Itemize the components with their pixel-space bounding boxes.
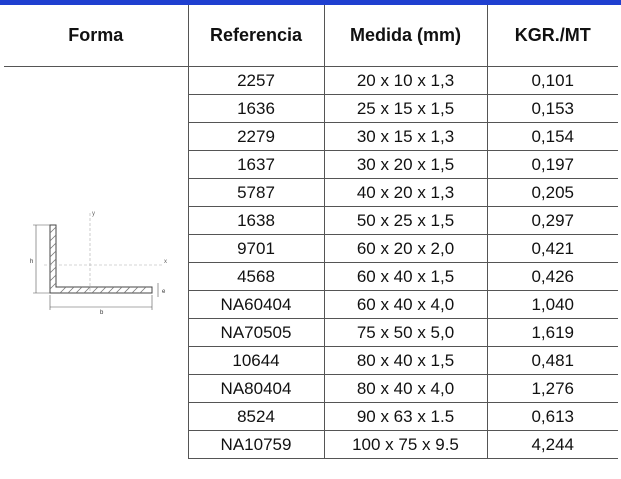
table-row: h b e x y 2257 20 x 10 x 1,3 0,101 [4,66,618,316]
header-forma: Forma [4,5,188,67]
cell-referencia: NA60404 [187,290,324,319]
header-referencia: Referencia [187,5,324,67]
table-row: 2279 30 x 15 x 1,3 0,154 [4,122,618,151]
header-kgr: KGR./MT [486,5,618,67]
cell-kgr: 0,101 [486,66,618,95]
table-row: 1638 50 x 25 x 1,5 0,297 [4,206,618,235]
cell-medida: 30 x 15 x 1,3 [323,122,487,151]
cell-medida: 75 x 50 x 5,0 [323,318,487,347]
cell-kgr: 4,244 [486,430,618,459]
cell-kgr: 0,426 [486,262,618,291]
cell-referencia: 1636 [187,94,324,123]
cell-medida: 60 x 20 x 2,0 [323,234,487,263]
cell-referencia: 1637 [187,150,324,179]
cell-referencia: 10644 [187,346,324,375]
cell-kgr: 0,297 [486,206,618,235]
table-row: 4568 60 x 40 x 1,5 0,426 [4,262,618,291]
table-row: 10644 80 x 40 x 1,5 0,481 [4,346,618,375]
cell-medida: 25 x 15 x 1,5 [323,94,487,123]
cell-kgr: 0,154 [486,122,618,151]
header-row: Forma Referencia Medida (mm) KGR./MT [4,5,618,67]
table-row: 8524 90 x 63 x 1.5 0,613 [4,402,618,431]
header-medida: Medida (mm) [323,5,487,67]
cell-referencia: NA10759 [187,430,324,459]
cell-kgr: 0,481 [486,346,618,375]
table-row: 1637 30 x 20 x 1,5 0,197 [4,150,618,179]
shape-cell: h b e x y [4,67,188,459]
table-row: NA10759 100 x 75 x 9.5 4,244 [4,430,618,459]
cell-referencia: 5787 [187,178,324,207]
cell-referencia: 1638 [187,206,324,235]
cell-referencia: 8524 [187,402,324,431]
table-row: 1636 25 x 15 x 1,5 0,153 [4,94,618,123]
label-x: x [164,259,167,265]
cell-referencia: 4568 [187,262,324,291]
cell-medida: 80 x 40 x 4,0 [323,374,487,403]
cell-kgr: 1,276 [486,374,618,403]
cell-kgr: 0,421 [486,234,618,263]
label-e: e [162,289,166,295]
table-row: NA80404 80 x 40 x 4,0 1,276 [4,374,618,403]
cell-medida: 40 x 20 x 1,3 [323,178,487,207]
cell-medida: 30 x 20 x 1,5 [323,150,487,179]
cell-medida: 60 x 40 x 4,0 [323,290,487,319]
cell-medida: 60 x 40 x 1,5 [323,262,487,291]
cell-medida: 80 x 40 x 1,5 [323,346,487,375]
cell-referencia: 2279 [187,122,324,151]
cell-medida: 50 x 25 x 1,5 [323,206,487,235]
angle-profile-drawing: h b e x y [30,211,167,316]
cell-kgr: 1,040 [486,290,618,319]
cell-kgr: 0,153 [486,94,618,123]
cell-referencia: NA70505 [187,318,324,347]
profiles-table: Forma Referencia Medida (mm) KGR./MT [4,5,618,459]
cell-referencia: NA80404 [187,374,324,403]
cell-referencia: 2257 [187,66,324,95]
table-row: 5787 40 x 20 x 1,3 0,205 [4,178,618,207]
cell-kgr: 0,613 [486,402,618,431]
cell-medida: 100 x 75 x 9.5 [323,430,487,459]
cell-medida: 90 x 63 x 1.5 [323,402,487,431]
table-row: NA60404 60 x 40 x 4,0 1,040 [4,290,618,319]
cell-kgr: 0,197 [486,150,618,179]
label-b: b [100,310,104,316]
table-body: h b e x y 2257 20 x 10 x 1,3 0,101 1636 … [4,66,618,459]
label-y: y [92,211,95,217]
cell-kgr: 0,205 [486,178,618,207]
top-accent-bar [0,0,621,5]
cell-kgr: 1,619 [486,318,618,347]
cell-referencia: 9701 [187,234,324,263]
label-h: h [30,259,33,265]
table-row: NA70505 75 x 50 x 5,0 1,619 [4,318,618,347]
cell-medida: 20 x 10 x 1,3 [323,66,487,95]
table-row: 9701 60 x 20 x 2,0 0,421 [4,234,618,263]
